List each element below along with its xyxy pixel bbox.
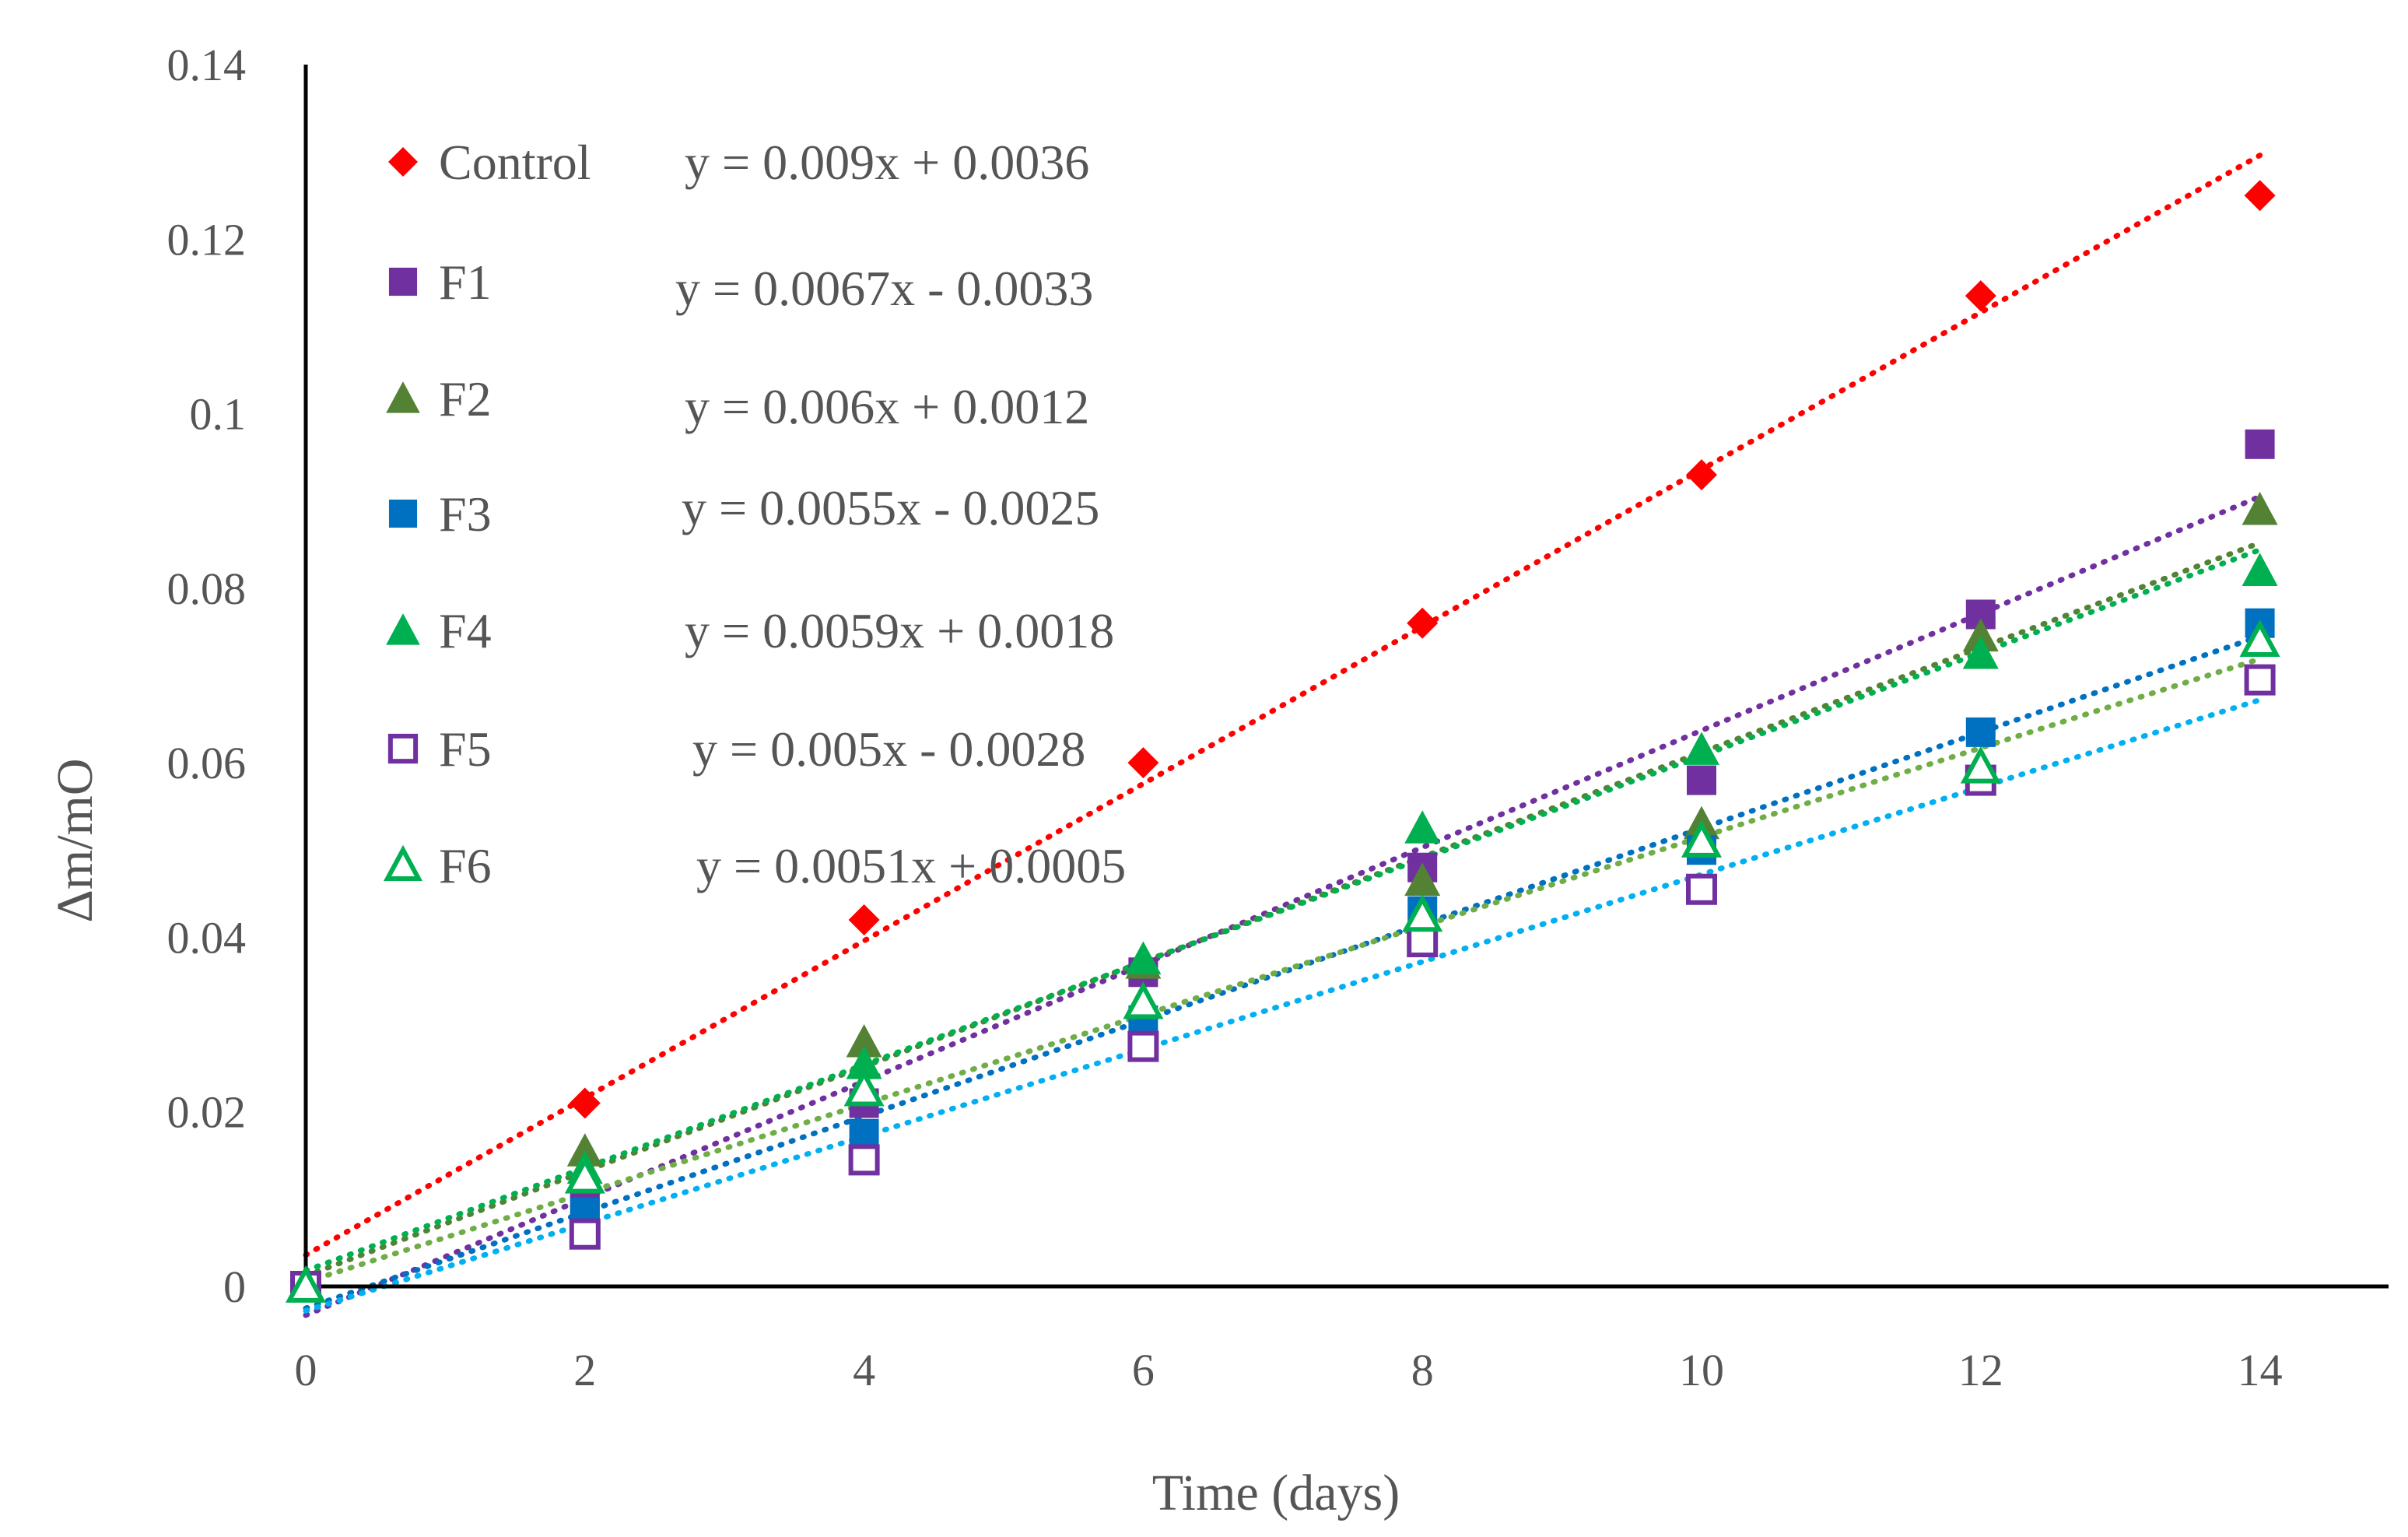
legend-label-f2: F2 [439,371,492,426]
data-point-control [1127,747,1159,779]
data-point-f2 [1962,618,1999,652]
data-point-f5 [2244,664,2276,696]
trendline-control [303,153,2263,1258]
y-tick-label: 0.14 [167,40,247,90]
legend-marker-f5 [387,733,419,764]
trendline-f5 [303,697,2263,1314]
legend-label-f1: F1 [439,254,492,310]
x-tick-label: 12 [1958,1345,2003,1395]
trend-equation-f4: y = 0.0059x + 0.0018 [685,603,1114,658]
data-point-f5 [1127,1030,1159,1062]
x-tick-label: 0 [295,1345,317,1395]
data-point-f4 [2242,553,2278,586]
axes [303,65,2389,1289]
legend-label-f4: F4 [439,603,492,658]
legend-label-f5: F5 [439,721,492,777]
data-point-f5 [1407,926,1439,958]
legend-marker-f6 [384,844,422,881]
y-axis-title: Δm/mO [47,758,103,922]
trend-equation-f3: y = 0.0055x - 0.0025 [682,480,1099,535]
y-tick-labels: 0 0.02 0.04 0.06 0.08 0.1 0.12 0.14 [167,40,247,1312]
data-point-f3 [849,1118,879,1149]
data-point-f4 [1125,941,1162,975]
data-point-control [2244,180,2276,212]
trend-equation-control: y = 0.009x + 0.0036 [685,135,1089,190]
x-tick-label: 10 [1679,1345,1724,1395]
y-tick-label: 0.06 [167,738,247,788]
trendline-f6 [303,656,2263,1285]
data-point-f4 [1684,732,1719,765]
data-points [285,180,2280,1303]
legend-label-f6: F6 [439,838,492,893]
y-tick-label: 0.08 [167,563,247,614]
x-tick-label: 6 [1132,1345,1155,1395]
y-tick-label: 0.02 [167,1087,247,1138]
data-point-f6 [1960,746,2001,784]
x-tick-label: 14 [2238,1345,2283,1395]
data-point-f2 [566,1133,603,1167]
y-tick-label: 0.04 [167,912,247,963]
legend-marker-f2 [386,381,420,413]
data-point-f6 [843,1069,885,1107]
data-point-control [848,904,880,935]
data-point-control [1407,607,1439,639]
trendline-f2 [303,540,2263,1279]
data-point-f5 [848,1144,880,1176]
legend-marker-f3 [388,499,418,528]
data-point-f1 [1687,765,1716,795]
legend: Control F1 F2 F3 F4 F5 F6 [384,135,591,893]
data-point-f5 [569,1218,601,1250]
trend-equation-f1: y = 0.0067x - 0.0033 [675,261,1093,316]
data-point-f6 [1681,819,1723,858]
data-point-f4 [1962,635,1999,669]
data-point-control [1965,280,1996,312]
y-tick-label: 0 [223,1262,246,1312]
legend-marker-control [388,147,418,177]
x-tick-label: 2 [573,1345,596,1395]
data-point-f5 [1686,873,1717,905]
data-point-f2 [846,1024,882,1058]
x-axis-title: Time (days) [1152,1465,1400,1521]
data-point-f6 [1402,894,1443,932]
trend-equations: y = 0.009x + 0.0036 y = 0.0067x - 0.0033 y… [675,135,1126,893]
data-point-f2 [1404,862,1441,897]
data-point-control [569,1087,601,1119]
data-point-f6 [285,1265,327,1303]
y-tick-label: 0.1 [190,389,247,440]
legend-marker-f1 [388,267,418,297]
data-point-control [1686,459,1717,491]
trend-equation-f2: y = 0.006x + 0.0012 [685,379,1089,434]
trend-equation-f6: y = 0.0051x + 0.0005 [696,838,1126,893]
x-tick-label: 8 [1411,1345,1434,1395]
legend-label-f3: F3 [439,486,492,542]
x-tick-label: 4 [853,1345,875,1395]
trend-equation-f5: y = 0.005x - 0.0028 [692,721,1085,777]
data-point-f2 [2242,491,2278,525]
data-point-f3 [1965,717,1996,747]
data-point-f1 [2245,429,2275,459]
data-point-f6 [2239,619,2280,657]
data-point-f6 [1123,981,1164,1019]
data-point-f4 [846,1046,882,1079]
trendlines [303,153,2263,1318]
x-tick-labels: 0 2 4 6 8 10 12 14 [295,1345,2283,1395]
trendline-f4 [303,547,2263,1274]
y-tick-label: 0.12 [167,214,247,265]
data-point-f4 [1404,810,1441,844]
data-point-f6 [564,1156,605,1194]
legend-marker-f4 [386,613,420,645]
legend-label-control: Control [439,135,591,190]
